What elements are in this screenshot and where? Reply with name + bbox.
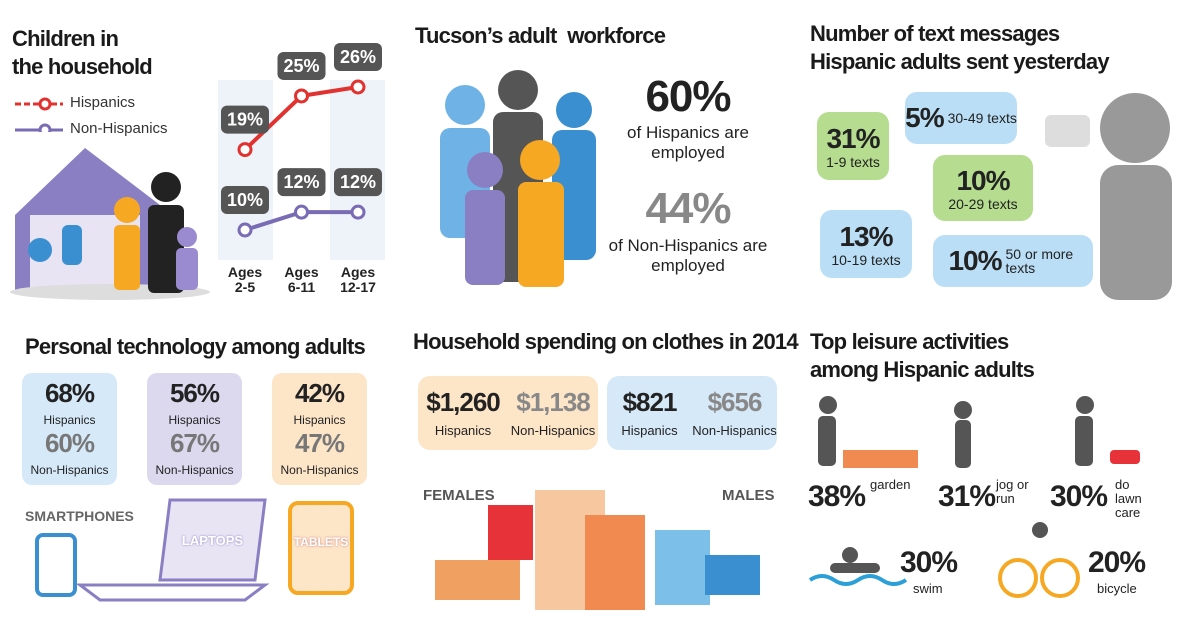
label-box xyxy=(277,51,326,80)
device-card xyxy=(22,373,117,485)
device-non-hispanics: 47% xyxy=(294,428,345,458)
device-hispanics: 68% xyxy=(44,378,95,408)
bubble-value: 5% xyxy=(905,102,944,133)
spending-value: $821 xyxy=(622,387,678,417)
legend-label: Hispanics xyxy=(70,94,136,111)
panel-title: Number of text messages Hispanic adults … xyxy=(810,21,1110,74)
stat-value: 44% xyxy=(645,184,731,233)
device-hispanics-label: Hispanics xyxy=(293,413,346,427)
spending-box xyxy=(418,376,598,450)
text-bubble: 5% 30-49 texts xyxy=(905,92,1017,144)
data-label: 25% xyxy=(283,56,319,76)
device-name: TABLETS xyxy=(293,535,349,549)
bubble-value: 10% xyxy=(956,165,1010,196)
activity-value: 30% xyxy=(900,546,958,579)
label-box xyxy=(334,168,382,197)
point xyxy=(237,142,253,158)
data-label: 19% xyxy=(227,110,263,130)
x-tick-label: Ages 12-17 xyxy=(340,264,376,295)
label-box xyxy=(221,105,269,134)
activity-label: garden xyxy=(870,477,911,492)
device-name: SMARTPHONES xyxy=(25,508,134,524)
label-box xyxy=(334,43,382,71)
line-chart: 19% 25% 26% 10% 12% 12% xyxy=(221,43,382,238)
device-card xyxy=(147,373,242,485)
panel-title: Personal technology among adults xyxy=(25,334,366,359)
bubble-value: 31% xyxy=(826,123,880,154)
device-hispanics: 56% xyxy=(169,378,220,408)
point xyxy=(237,222,253,238)
label-box xyxy=(221,186,269,214)
spending-label: Non-Hispanics xyxy=(692,423,777,438)
device-non-hispanics_label: Non-Hispanics xyxy=(155,463,234,477)
spending-label: Hispanics xyxy=(434,423,492,438)
panel-title: Children in the household xyxy=(12,26,153,79)
bubble-label: 30-49 texts xyxy=(947,110,1017,126)
spending-value: $656 xyxy=(707,387,763,417)
spending-value: $1,138 xyxy=(516,387,591,417)
data-label: 26% xyxy=(340,47,376,67)
bubble-value: 13% xyxy=(839,221,893,252)
point xyxy=(350,204,366,220)
activity-label: do lawn care xyxy=(1115,477,1142,520)
panel-title: Household spending on clothes in 2014 xyxy=(413,329,799,354)
bubble-label: 20-29 texts xyxy=(948,196,1018,212)
group-name: FEMALES xyxy=(423,487,495,504)
activity-value: 20% xyxy=(1088,546,1146,579)
device-non-hispanics: 60% xyxy=(44,428,95,458)
stat-label: of Hispanics are employed xyxy=(627,123,749,162)
spending-box xyxy=(607,376,777,450)
data-label: 12% xyxy=(283,172,319,192)
legend-label: Non-Hispanics xyxy=(70,120,168,137)
legend-icons xyxy=(15,97,63,132)
activity-value: 38% xyxy=(808,480,866,513)
device-hispanics-label: Hispanics xyxy=(43,413,96,427)
activity-label: jog or run xyxy=(996,477,1029,506)
activity-label: swim xyxy=(913,581,943,596)
device-non-hispanics: 67% xyxy=(169,428,220,458)
panel-title: Top leisure activities among Hispanic ad… xyxy=(810,329,1035,382)
x-tick-label: Ages 2-5 xyxy=(227,264,263,295)
device-non-hispanics_label: Non-Hispanics xyxy=(30,463,109,477)
group-name: MALES xyxy=(722,487,775,504)
point xyxy=(294,204,309,220)
text-bubble: 31% 1-9 texts xyxy=(817,112,889,180)
spending-label: Non-Hispanics xyxy=(510,423,596,438)
point xyxy=(350,79,366,95)
legend-swatch xyxy=(38,97,52,111)
data-label: 12% xyxy=(340,172,376,192)
activity-label: bicycle xyxy=(1097,581,1137,596)
legend-swatch xyxy=(38,123,52,132)
device-name: LAPTOPS xyxy=(181,533,244,548)
activity-value: 30% xyxy=(1050,480,1108,513)
bubble-label: 1-9 texts xyxy=(826,154,880,170)
stat-value: 60% xyxy=(645,72,731,121)
bubble-label: 50 or more texts xyxy=(1005,246,1074,276)
device-non-hispanics_label: Non-Hispanics xyxy=(280,463,359,477)
spending-value: $1,260 xyxy=(426,387,501,417)
spending-label: Hispanics xyxy=(621,423,678,438)
stat-label: of Non-Hispanics are employed xyxy=(608,236,768,275)
data-label: 10% xyxy=(227,190,263,210)
bubble-label: 10-19 texts xyxy=(831,252,901,268)
activity-value: 31% xyxy=(938,480,996,513)
device-hispanics-label: Hispanics xyxy=(168,413,221,427)
text-bubble: 10% 20-29 texts xyxy=(933,155,1033,221)
text-bubble: 10% 50 or more texts xyxy=(933,235,1093,287)
text-bubble: 13% 10-19 texts xyxy=(820,210,912,278)
device-card xyxy=(272,373,367,485)
device-hispanics: 42% xyxy=(294,378,345,408)
bubble-value: 10% xyxy=(948,245,1002,276)
x-tick-label: Ages 6-11 xyxy=(284,264,319,295)
panel-title: Tucson’s adult workforce xyxy=(415,23,666,48)
point xyxy=(294,88,309,104)
label-box xyxy=(277,168,326,197)
